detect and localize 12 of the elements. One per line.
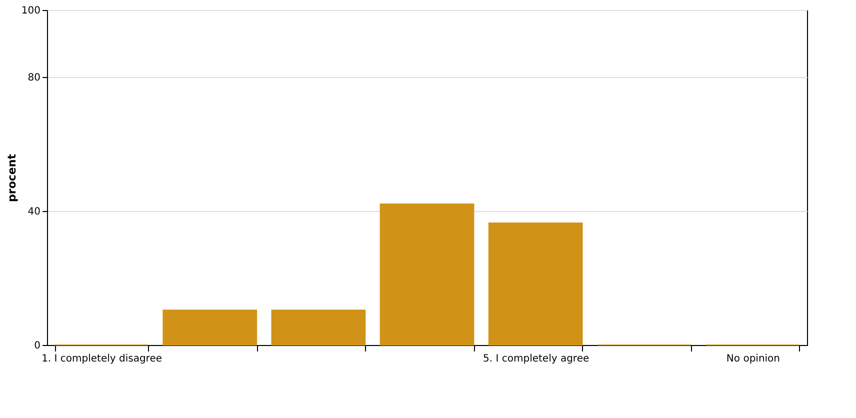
bar [271, 310, 366, 346]
y-axis-title: procent [5, 154, 18, 202]
y-tick-label: 40 [28, 206, 40, 218]
y-tick-label: 0 [34, 340, 40, 352]
y-tick-label: 100 [21, 6, 40, 16]
x-tick-label: 5. I completely agree [483, 354, 590, 364]
y-tick-label: 80 [28, 72, 40, 84]
x-tick-label: 1. I completely disagree [42, 354, 162, 364]
bar [488, 222, 583, 346]
bar [162, 310, 258, 346]
x-tick-label: No opinion [726, 354, 780, 364]
bar [380, 203, 474, 346]
